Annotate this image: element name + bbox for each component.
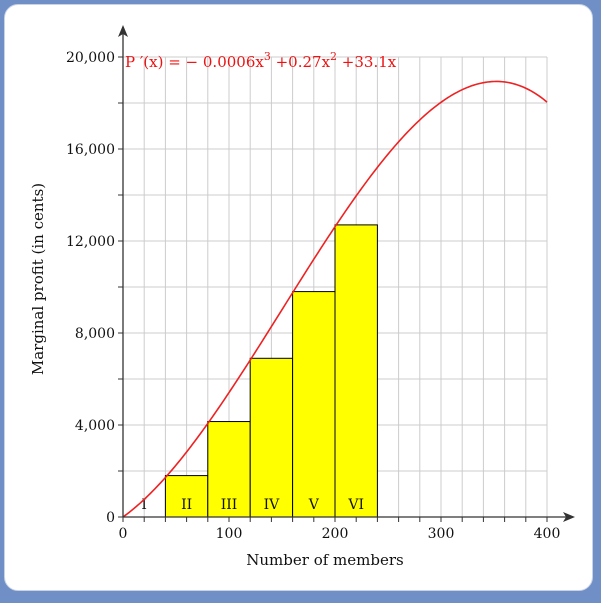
bar-label-iv: IV	[264, 497, 281, 513]
formula-term2: +0.27x	[271, 53, 331, 71]
y-tick-label: 20,000	[66, 50, 115, 66]
curve-layer	[122, 80, 548, 518]
y-tick-label: 16,000	[66, 142, 115, 158]
bar-label-vi: VI	[347, 497, 364, 513]
x-tick-label: 200	[322, 526, 349, 542]
bar-iii	[207, 421, 251, 518]
x-tick-label: 0	[119, 526, 128, 542]
tick-labels: 0 100 200 300 400 0 4,000 8,000 12,000 16,000 20,0…	[66, 50, 560, 542]
y-axis-arrow-icon	[118, 25, 128, 37]
y-tick-label: 4,000	[75, 418, 115, 434]
formula-exp2: 2	[330, 50, 337, 63]
bar-v	[292, 291, 336, 518]
bars: I II III IV V VI	[141, 224, 378, 518]
y-tick-label: 12,000	[66, 234, 115, 250]
x-axis-arrow-icon	[563, 512, 575, 522]
formula-term1: − 0.0006x	[186, 53, 265, 71]
curve-formula: P ′(x) = − 0.0006x3 +0.27x2 +33.1x	[125, 50, 397, 71]
bar-label-ii: II	[181, 497, 192, 513]
axes	[118, 25, 575, 522]
formula-lhs: P ′(x) =	[125, 53, 186, 71]
x-tick-label: 300	[428, 526, 455, 542]
x-tick-label: 400	[534, 526, 561, 542]
bar-label-v: V	[308, 497, 320, 513]
bar-label-i: I	[141, 497, 147, 513]
x-tick-label: 100	[216, 526, 243, 542]
y-tick-label: 8,000	[75, 326, 115, 342]
y-axis-title: Marginal profit (in cents)	[29, 183, 47, 375]
formula-term3: +33.1x	[337, 53, 397, 71]
x-axis-title: Number of members	[246, 551, 403, 569]
bar-vi	[334, 224, 378, 518]
bar-iv	[249, 357, 294, 518]
profit-curve	[122, 80, 548, 518]
y-tick-label: 0	[106, 510, 115, 526]
formula-exp1: 3	[264, 50, 271, 63]
bar-label-iii: III	[221, 497, 238, 513]
